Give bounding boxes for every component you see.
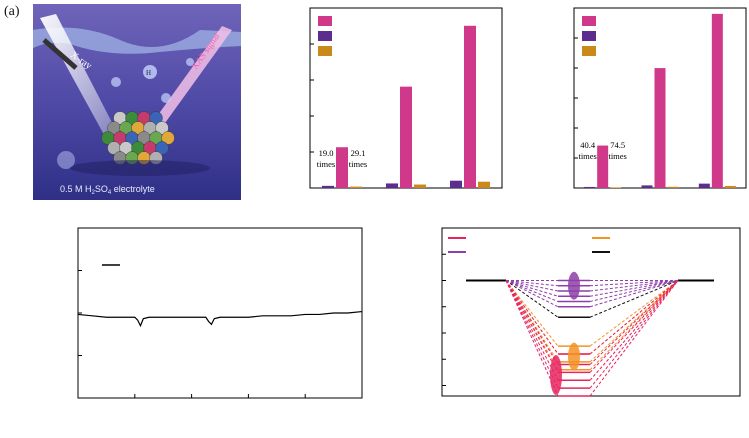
connector-dashed [505, 280, 559, 292]
connector-dashed [589, 280, 679, 302]
bar-ptc [698, 183, 710, 188]
legend-swatch [318, 16, 332, 26]
connector-dashed [505, 280, 559, 373]
h2-bubbles: H [57, 58, 194, 169]
panel-b: 19.0 times 29.1 times [252, 0, 512, 210]
legend-swatch [318, 46, 332, 56]
connector-dashed [505, 280, 559, 365]
h-distribution-rh [550, 355, 562, 395]
panel-a: (a) X-ray XAS signal [0, 0, 250, 210]
connector-dashed [589, 280, 679, 308]
connector-dashed [505, 280, 559, 302]
bar-rhc [610, 187, 622, 188]
connector-dashed [505, 280, 559, 297]
connector-dashed [589, 280, 679, 363]
chart-d-stability [77, 227, 363, 399]
connector-dashed [589, 280, 679, 373]
connector-dashed [505, 280, 559, 355]
connector-dashed [589, 280, 679, 389]
bar-rhc [350, 186, 362, 188]
connector-dashed [505, 280, 559, 318]
probe-left [42, 38, 78, 70]
series-line-us-hea-c [77, 310, 363, 328]
legend-swatch [582, 46, 596, 56]
bar-rhc [478, 181, 490, 188]
bar-rhc [414, 184, 426, 188]
h-distribution-pt-hea [568, 271, 580, 300]
bar-usheac [711, 13, 723, 188]
bar-ptc [386, 183, 398, 188]
electrolyte-label: 0.5 M H2SO4 electrolyte [60, 184, 155, 196]
bar-usheac [464, 25, 476, 189]
xas-signal-beam [150, 26, 232, 130]
plot-frame [77, 227, 363, 399]
panel-a-label: (a) [4, 4, 20, 19]
panel-d [0, 222, 375, 433]
connector-dashed [589, 280, 679, 381]
schematic-illustration: X-ray XAS signal H 0.5 M H2SO4 electroly… [33, 4, 241, 200]
connector-dashed [505, 280, 559, 397]
ratio-annotation: 40.4 times [578, 140, 596, 161]
bar-usheac [336, 147, 348, 188]
chart-e-free-energy [441, 227, 741, 397]
bar-rhc [667, 186, 679, 188]
connector-dashed [505, 280, 559, 347]
svg-text:H: H [146, 69, 151, 77]
connector-dashed [589, 280, 679, 347]
bar-usheac [654, 68, 666, 188]
chart-b-current-density: 19.0 times 29.1 times [309, 7, 503, 189]
connector-dashed [505, 280, 559, 363]
connector-dashed [589, 280, 679, 355]
bar-ptc [641, 185, 653, 188]
connector-dashed [505, 280, 559, 287]
bar-usheac [597, 145, 609, 188]
xray-beam [40, 14, 120, 142]
h-distribution-fecoNi [568, 342, 580, 371]
connector-dashed [505, 280, 559, 381]
legend-swatch [582, 31, 596, 41]
bar-ptc [584, 186, 596, 188]
panel-e [378, 222, 749, 433]
connector-dashed [589, 280, 679, 371]
ratio-annotation: 19.0 times [317, 148, 335, 169]
bar-usheac [400, 86, 412, 188]
ratio-annotation: 74.5 times [608, 140, 626, 161]
connector-dashed [589, 280, 679, 318]
particle-shadow [70, 160, 210, 176]
bar-ptc [450, 180, 462, 188]
bar-ptc [322, 185, 334, 188]
panel-c: 40.4 times 74.5 times [512, 0, 749, 210]
chart-c-mass-activity: 40.4 times 74.5 times [573, 7, 747, 189]
water-surface [33, 27, 241, 54]
plot-frame [441, 227, 741, 397]
connector-dashed [589, 280, 679, 365]
ratio-annotation: 29.1 times [349, 148, 367, 169]
connector-dashed [589, 280, 679, 397]
bar-rhc [724, 185, 736, 188]
legend-swatch [582, 16, 596, 26]
legend-swatch [318, 31, 332, 41]
